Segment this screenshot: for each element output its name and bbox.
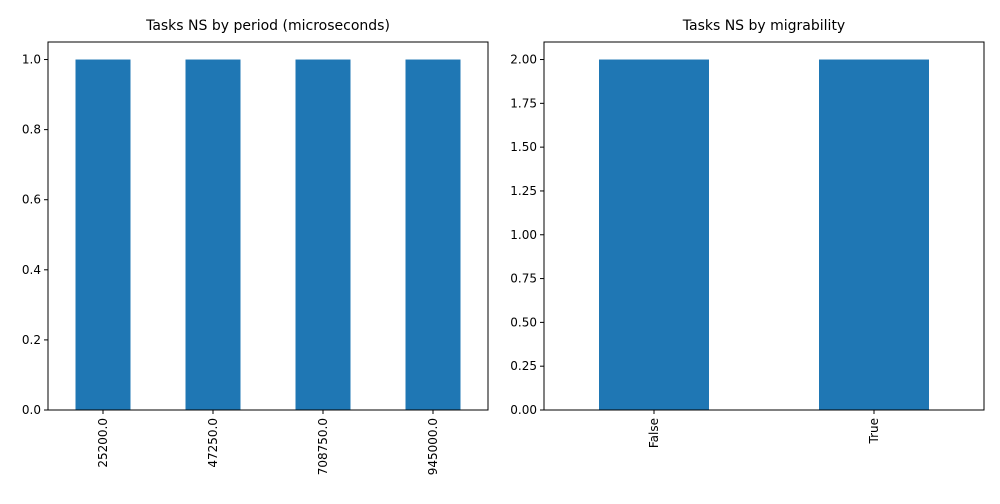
bar-migrability-1 [819, 59, 929, 411]
y-tick-label-migrability-8: 2.00 [510, 53, 537, 67]
chart-title-migrability: Tasks NS by migrability [682, 18, 845, 34]
y-tick-label-period-1: 0.2 [22, 333, 41, 347]
bar-period-1 [185, 59, 241, 411]
y-tick-label-migrability-6: 1.50 [510, 140, 537, 154]
x-tick-label-period-3: 945000.0 [426, 418, 440, 475]
x-tick-label-period-0: 25200.0 [96, 418, 110, 468]
bar-migrability-0 [599, 59, 709, 411]
y-tick-label-period-0: 0.0 [22, 403, 41, 417]
y-tick-label-migrability-2: 0.50 [510, 315, 537, 329]
plot-frame-migrability [543, 41, 985, 411]
chart-title-period: Tasks NS by period (microseconds) [145, 18, 390, 34]
y-tick-label-period-2: 0.4 [22, 263, 41, 277]
bar-period-2 [295, 59, 351, 411]
y-tick-label-migrability-4: 1.00 [510, 228, 537, 242]
y-tick-label-period-5: 1.0 [22, 53, 41, 67]
y-tick-label-migrability-7: 1.75 [510, 96, 537, 110]
y-tick-label-migrability-1: 0.25 [510, 359, 537, 373]
chart-panel-period: Tasks NS by period (microseconds) 25200.… [22, 18, 489, 475]
y-tick-label-period-3: 0.6 [22, 193, 41, 207]
plot-frame-period [47, 41, 489, 411]
bar-period-3 [405, 59, 461, 411]
y-tick-label-migrability-3: 0.75 [510, 272, 537, 286]
y-tick-label-migrability-0: 0.00 [510, 403, 537, 417]
bar-period-0 [75, 59, 131, 411]
x-tick-label-period-2: 708750.0 [316, 418, 330, 475]
x-tick-label-migrability-1: True [867, 418, 881, 445]
x-tick-label-period-1: 47250.0 [206, 418, 220, 468]
y-tick-label-period-4: 0.8 [22, 123, 41, 137]
x-tick-label-migrability-0: False [647, 418, 661, 448]
chart-panel-migrability: Tasks NS by migrability False True 0.00 0.2… [510, 18, 985, 448]
y-tick-label-migrability-5: 1.25 [510, 184, 537, 198]
